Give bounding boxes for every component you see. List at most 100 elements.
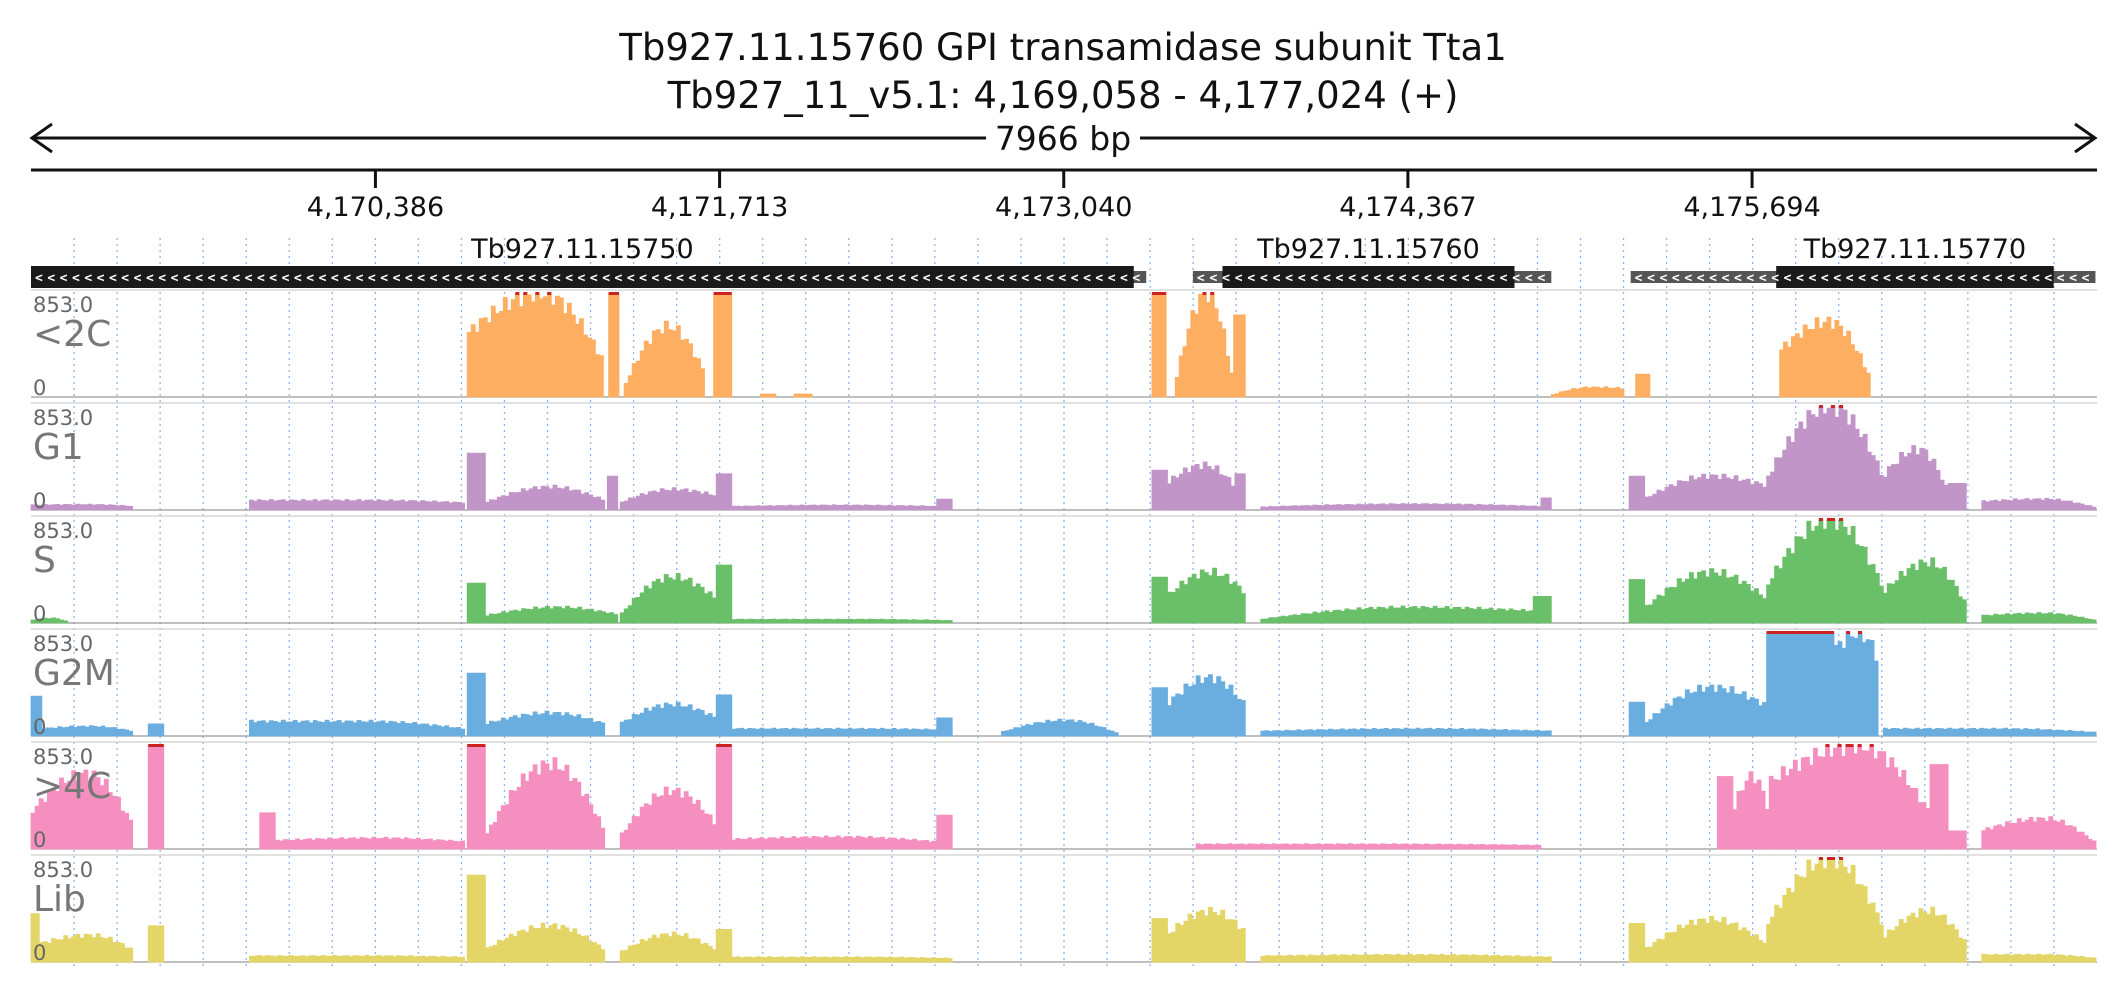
coverage-area [30, 617, 69, 624]
track-min-label: 0 [33, 376, 46, 400]
coverage-area [1260, 727, 1552, 737]
chart-subtitle-region: Tb927_11_v5.1: 4,169,058 - 4,177,024 (+) [667, 74, 1459, 117]
coverage-area [715, 473, 733, 511]
coverage-area [485, 710, 606, 737]
coverage-area [1644, 568, 1767, 624]
clip-marker [1151, 292, 1167, 295]
coverage-area [1167, 907, 1246, 963]
coverage-area [1151, 293, 1167, 398]
clip-marker [1818, 405, 1823, 408]
coverage-area [1151, 687, 1168, 737]
ruler-tick-label: 4,174,367 [1339, 192, 1476, 223]
clip-marker [1830, 405, 1836, 408]
coverage-area [147, 745, 165, 850]
track-name: <2C [33, 314, 111, 355]
clip-marker [1845, 744, 1854, 747]
coverage-area [936, 717, 953, 737]
track-g1: 853.0 0 G1 [30, 402, 2097, 513]
coverage-area [274, 836, 465, 850]
coverage-area [1151, 918, 1168, 963]
coverage-area [466, 874, 486, 963]
coverage-area [936, 814, 953, 850]
ruler-tick-label: 4,171,713 [651, 192, 788, 223]
track-name: >4C [33, 766, 111, 807]
coverage-area [1001, 718, 1119, 737]
ruler-tick-label: 4,173,040 [995, 192, 1132, 223]
track-max-label: 853.0 [33, 519, 93, 543]
clip-marker [1839, 405, 1844, 408]
coverage-area [259, 812, 276, 850]
coverage-area [731, 504, 938, 511]
clip-marker [467, 744, 486, 747]
coverage-area [1260, 503, 1542, 511]
coverage-area [1929, 764, 1949, 850]
track-min-label: 0 [33, 489, 46, 513]
coverage-area [1766, 519, 1884, 624]
clip-marker [1818, 857, 1823, 860]
coverage-area [731, 727, 953, 737]
coverage-area [1167, 567, 1246, 624]
coverage-area [30, 769, 134, 850]
coverage-area [623, 320, 705, 398]
coverage-area [731, 618, 953, 624]
coverage-area [936, 498, 953, 511]
coverage-area [715, 929, 733, 963]
gene-cds [31, 266, 1134, 288]
span-length-label: 7966 bp [995, 119, 1131, 158]
coverage-area [1882, 557, 1967, 624]
track-name: S [33, 540, 56, 581]
coverage-area [619, 573, 717, 624]
coverage-area [608, 293, 620, 398]
gene-label: Tb927.11.15750 [470, 234, 694, 265]
gene-cds [1222, 266, 1515, 288]
coverage-area [38, 933, 134, 963]
clip-marker [1869, 744, 1874, 747]
coverage-area [1981, 953, 2097, 963]
coverage-area [1628, 701, 1646, 737]
track-max-label: 853.0 [33, 406, 93, 430]
clip-marker [1826, 857, 1836, 860]
coverage-area [1532, 596, 1552, 624]
coverage-area [1540, 497, 1552, 511]
span-arrow: 7966 bp [29, 119, 2098, 158]
coverage-area [1628, 475, 1646, 511]
clip-marker [515, 292, 520, 295]
coverage-area [1981, 816, 2097, 850]
coverage-area [1151, 469, 1168, 511]
coverage-area [147, 723, 165, 737]
clip-marker [1839, 857, 1844, 860]
coverage-area [1635, 373, 1651, 398]
coverage-area [1195, 843, 1542, 850]
coverage-area [1766, 858, 1884, 963]
coverage-area [1882, 727, 2097, 737]
track-lib: 853.0 0 Lib [30, 854, 2097, 965]
clip-marker [535, 292, 540, 295]
coverage-area [619, 487, 717, 511]
coverage-area [1644, 473, 1767, 511]
coverage-area [466, 745, 486, 850]
track-min-label: 0 [33, 828, 46, 852]
clip-marker [1858, 631, 1863, 634]
coverage-area [249, 955, 465, 963]
coverage-area [147, 925, 165, 963]
clip-marker [1826, 518, 1836, 521]
track-min-label: 0 [33, 602, 46, 626]
coverage-area [715, 564, 733, 624]
track-max-label: 853.0 [33, 858, 93, 882]
coverage-area [1768, 745, 1931, 850]
coverage-area [41, 725, 134, 737]
coverage-area [1260, 953, 1552, 963]
coverage-area [249, 499, 465, 511]
track-max-label: 853.0 [33, 293, 93, 317]
coverage-area [1882, 906, 1967, 963]
gene-track: < < < < < < < < < < < < < < < < < < < < … [31, 234, 2096, 288]
ruler-tick-label: 4,170,386 [307, 192, 444, 223]
coverage-area [1628, 923, 1646, 963]
coverage-area [1167, 461, 1236, 511]
coverage-area [466, 672, 486, 737]
gene-label: Tb927.11.15760 [1256, 234, 1480, 265]
strand-chevrons: < < < < < < < < < < < < < < < < < < < < … [35, 271, 1140, 286]
clip-marker [547, 292, 552, 295]
strand-chevrons: < < < < < < < < < < < < < < < < < < < < … [1197, 271, 1546, 286]
